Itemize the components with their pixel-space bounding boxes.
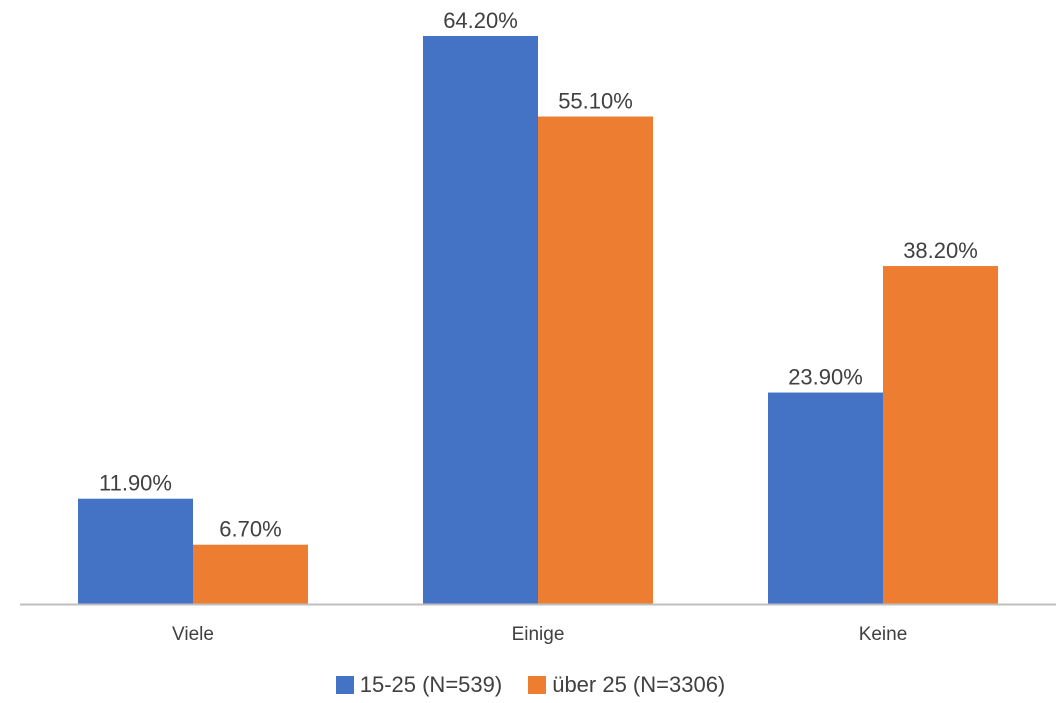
- bar-einige-series-2: [538, 116, 653, 605]
- data-label-einige-series-1: 64.20%: [443, 8, 518, 33]
- legend-label-series-1: 15-25 (N=539): [359, 672, 503, 697]
- legend-item-series-2: über 25 (N=3306): [528, 672, 725, 698]
- bar-keine-series-2: [883, 266, 998, 604]
- bar-einige-series-1: [423, 36, 538, 604]
- bar-keine-series-1: [768, 392, 883, 604]
- data-label-keine-series-1: 23.90%: [788, 365, 863, 390]
- legend: 15-25 (N=539) über 25 (N=3306): [0, 672, 1061, 698]
- data-label-viele-series-2: 6.70%: [219, 517, 281, 542]
- x-tick-label-keine: Keine: [859, 624, 908, 645]
- legend-swatch-series-1: [335, 676, 354, 694]
- legend-swatch-series-2: [528, 676, 547, 694]
- legend-item-series-1: 15-25 (N=539): [335, 672, 503, 698]
- bar-viele-series-2: [193, 544, 308, 604]
- bar-chart: 11.90% 6.70% Viele 64.20% 55.10% Einige 23.90%…: [20, 8, 1056, 645]
- x-tick-label-viele: Viele: [172, 624, 214, 645]
- legend-label-series-2: über 25 (N=3306): [552, 672, 726, 697]
- data-label-viele-series-1: 11.90%: [99, 471, 172, 496]
- data-label-einige-series-2: 55.10%: [558, 89, 633, 114]
- bar-viele-series-1: [78, 498, 193, 604]
- x-tick-label-einige: Einige: [512, 624, 565, 645]
- data-label-keine-series-2: 38.20%: [903, 238, 978, 263]
